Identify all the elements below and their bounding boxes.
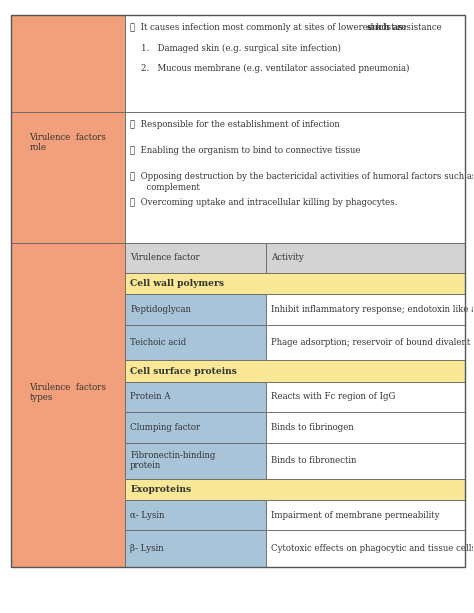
FancyBboxPatch shape (125, 15, 465, 112)
FancyBboxPatch shape (125, 294, 266, 326)
Text: 2.   Mucous membrane (e.g. ventilator associated pneumonia): 2. Mucous membrane (e.g. ventilator asso… (130, 64, 410, 73)
Text: ❖  It causes infection most commonly at sites of lowered host resistance: ❖ It causes infection most commonly at s… (130, 23, 445, 32)
Text: Peptidoglycan: Peptidoglycan (130, 305, 191, 314)
Text: Inhibit inflammatory response; endotoxin like activity: Inhibit inflammatory response; endotoxin… (272, 305, 474, 314)
FancyBboxPatch shape (266, 381, 465, 412)
Text: Cell surface proteins: Cell surface proteins (130, 367, 237, 376)
FancyBboxPatch shape (125, 273, 465, 294)
FancyBboxPatch shape (125, 500, 266, 530)
Text: Protein A: Protein A (130, 392, 171, 402)
Text: Fibronectin-binding
protein: Fibronectin-binding protein (130, 451, 216, 470)
Text: Impairment of membrane permeability: Impairment of membrane permeability (272, 511, 440, 520)
FancyBboxPatch shape (266, 294, 465, 326)
FancyBboxPatch shape (125, 381, 266, 412)
Text: Teichoic acid: Teichoic acid (130, 338, 186, 348)
Text: Cell wall polymers: Cell wall polymers (130, 280, 224, 288)
FancyBboxPatch shape (266, 530, 465, 567)
FancyBboxPatch shape (266, 443, 465, 479)
FancyBboxPatch shape (125, 412, 266, 443)
FancyBboxPatch shape (125, 112, 465, 243)
FancyBboxPatch shape (11, 15, 125, 112)
Text: Clumping factor: Clumping factor (130, 423, 201, 432)
Text: Phage adsorption; reservoir of bound divalent cations: Phage adsorption; reservoir of bound div… (272, 338, 474, 348)
FancyBboxPatch shape (125, 326, 266, 360)
Text: ❖  Responsible for the establishment of infection: ❖ Responsible for the establishment of i… (130, 120, 340, 129)
Text: Virulence  factors
role: Virulence factors role (29, 133, 106, 153)
Text: Binds to fibronectin: Binds to fibronectin (272, 456, 357, 465)
Text: such as:: such as: (367, 23, 407, 32)
Text: ❖  Enabling the organism to bind to connective tissue: ❖ Enabling the organism to bind to conne… (130, 146, 361, 155)
FancyBboxPatch shape (266, 500, 465, 530)
FancyBboxPatch shape (125, 530, 266, 567)
Text: Binds to fibrinogen: Binds to fibrinogen (272, 423, 354, 432)
Text: ❖  Overcoming uptake and intracellular killing by phagocytes.: ❖ Overcoming uptake and intracellular ki… (130, 199, 398, 207)
Text: Virulence factor: Virulence factor (130, 253, 200, 262)
Text: β- Lysin: β- Lysin (130, 544, 164, 553)
FancyBboxPatch shape (125, 479, 465, 500)
Text: Reacts with Fc region of IgG: Reacts with Fc region of IgG (272, 392, 396, 402)
FancyBboxPatch shape (266, 326, 465, 360)
Text: Virulence  factors
types: Virulence factors types (29, 383, 106, 402)
Text: Activity: Activity (272, 253, 304, 262)
FancyBboxPatch shape (11, 112, 125, 243)
FancyBboxPatch shape (266, 243, 465, 273)
Text: Cytotoxic effects on phagocytic and tissue cells: Cytotoxic effects on phagocytic and tiss… (272, 544, 474, 553)
FancyBboxPatch shape (125, 243, 266, 273)
FancyBboxPatch shape (125, 360, 465, 381)
FancyBboxPatch shape (11, 243, 125, 567)
Text: α- Lysin: α- Lysin (130, 511, 164, 520)
Text: Exoproteins: Exoproteins (130, 485, 191, 494)
Text: ❖  Opposing destruction by the bactericidal activities of humoral factors such a: ❖ Opposing destruction by the bactericid… (130, 172, 474, 192)
FancyBboxPatch shape (266, 412, 465, 443)
FancyBboxPatch shape (125, 443, 266, 479)
Text: 1.   Damaged skin (e.g. surgical site infection): 1. Damaged skin (e.g. surgical site infe… (130, 44, 341, 53)
